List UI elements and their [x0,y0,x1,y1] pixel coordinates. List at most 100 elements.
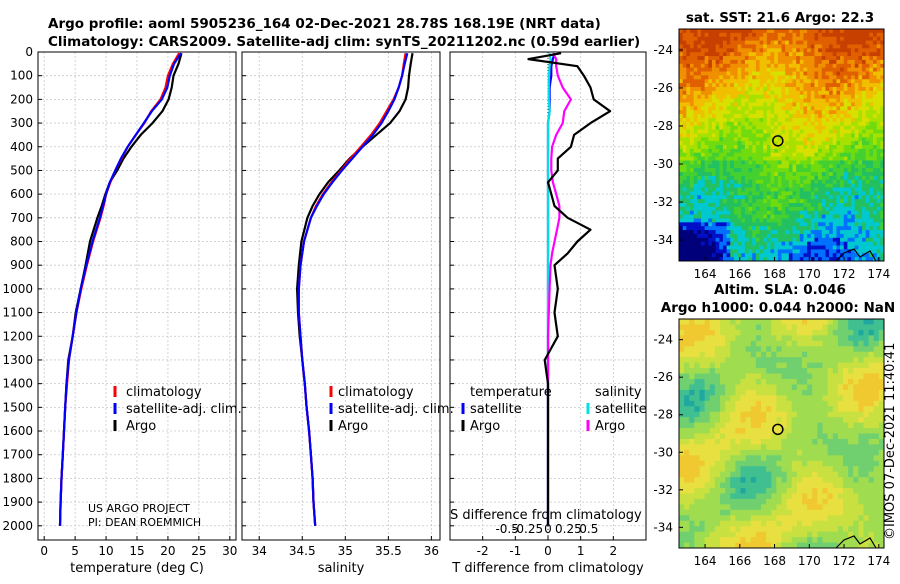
sla-cell [792,488,798,494]
sla-cell [792,450,798,456]
sst-cell [741,164,745,168]
sst-cell [800,56,804,60]
sst-cell [727,164,731,168]
sst-cell [683,242,687,246]
sst-cell [763,83,767,87]
sst-cell [778,83,782,87]
sst-cell [789,157,793,161]
sst-cell [734,87,738,91]
sla-cell [843,423,849,429]
sst-cell [741,91,745,95]
sla-cell [684,324,690,330]
sla-cell [761,483,767,489]
sst-cell [749,52,753,56]
sst-cell [705,160,709,164]
sla-cell [720,423,726,429]
sla-cell [776,341,782,347]
sst-cell [825,106,829,110]
sla-cell [684,363,690,369]
sst-cell [694,242,698,246]
sst-cell [690,234,694,238]
sst-cell [727,48,731,52]
sla-cell [684,493,690,499]
sst-cell [803,180,807,184]
sst-cell [701,203,705,207]
sst-cell [829,44,833,48]
sst-cell [760,145,764,149]
sst-cell [683,191,687,195]
sst-cell [741,110,745,114]
sla-cell [756,357,762,363]
sst-cell [811,29,815,33]
sst-cell [873,37,877,41]
sst-cell [705,226,709,230]
sst-cell [686,122,690,126]
sst-cell [847,164,851,168]
sst-cell [785,102,789,106]
sla-cell [864,439,870,445]
sst-cell [730,238,734,242]
sst-cell [705,249,709,253]
sst-cell [701,199,705,203]
sst-cell [840,75,844,79]
sla-cell [720,417,726,423]
sst-cell [767,253,771,257]
sst-cell [690,141,694,145]
sst-cell [734,64,738,68]
sst-cell [745,91,749,95]
sst-cell [716,184,720,188]
sst-cell [745,68,749,72]
sla-cell [802,335,808,341]
sst-cell [705,218,709,222]
sla-cell [802,450,808,456]
header-line-2: Climatology: CARS2009. Satellite-adj cli… [48,34,640,50]
sst-cell [716,133,720,137]
sla-cell [710,395,716,401]
sst-cell [686,211,690,215]
sla-cell [730,319,736,325]
sla-cell [864,444,870,450]
sst-cell [741,145,745,149]
sst-cell [836,168,840,172]
sst-cell [858,83,862,87]
sst-cell [727,33,731,37]
sst-cell [701,133,705,137]
sst-cell [778,114,782,118]
sla-cell [705,374,711,380]
sla-cell [807,406,813,412]
sst-cell [862,95,866,99]
sst-cell [811,215,815,219]
sla-cell [869,335,875,341]
sla-cell [715,439,721,445]
sla-cell [858,374,864,380]
sst-cell [851,164,855,168]
sla-cell [735,455,741,461]
sla-cell [812,499,818,505]
depth-tick-label: 100 [10,69,33,83]
sla-cell [848,363,854,369]
sst-cell [869,246,873,250]
sst-cell [749,253,753,257]
sst-cell [844,41,848,45]
sst-cell [763,110,767,114]
sst-cell [741,106,745,110]
sla-cell [812,335,818,341]
sst-cell [847,137,851,141]
sst-cell [855,137,859,141]
sst-cell [690,118,694,122]
sst-cell [763,222,767,226]
sst-cell [785,188,789,192]
sla-cell [715,444,721,450]
sst-cell [782,99,786,103]
sst-cell [774,79,778,83]
sst-cell [756,130,760,134]
sla-cell [741,444,747,450]
sst-cell [829,164,833,168]
sla-cell [853,368,859,374]
sla-cell [869,390,875,396]
sla-cell [843,472,849,478]
sla-cell [802,395,808,401]
sst-cell [767,222,771,226]
sla-cell [776,379,782,385]
